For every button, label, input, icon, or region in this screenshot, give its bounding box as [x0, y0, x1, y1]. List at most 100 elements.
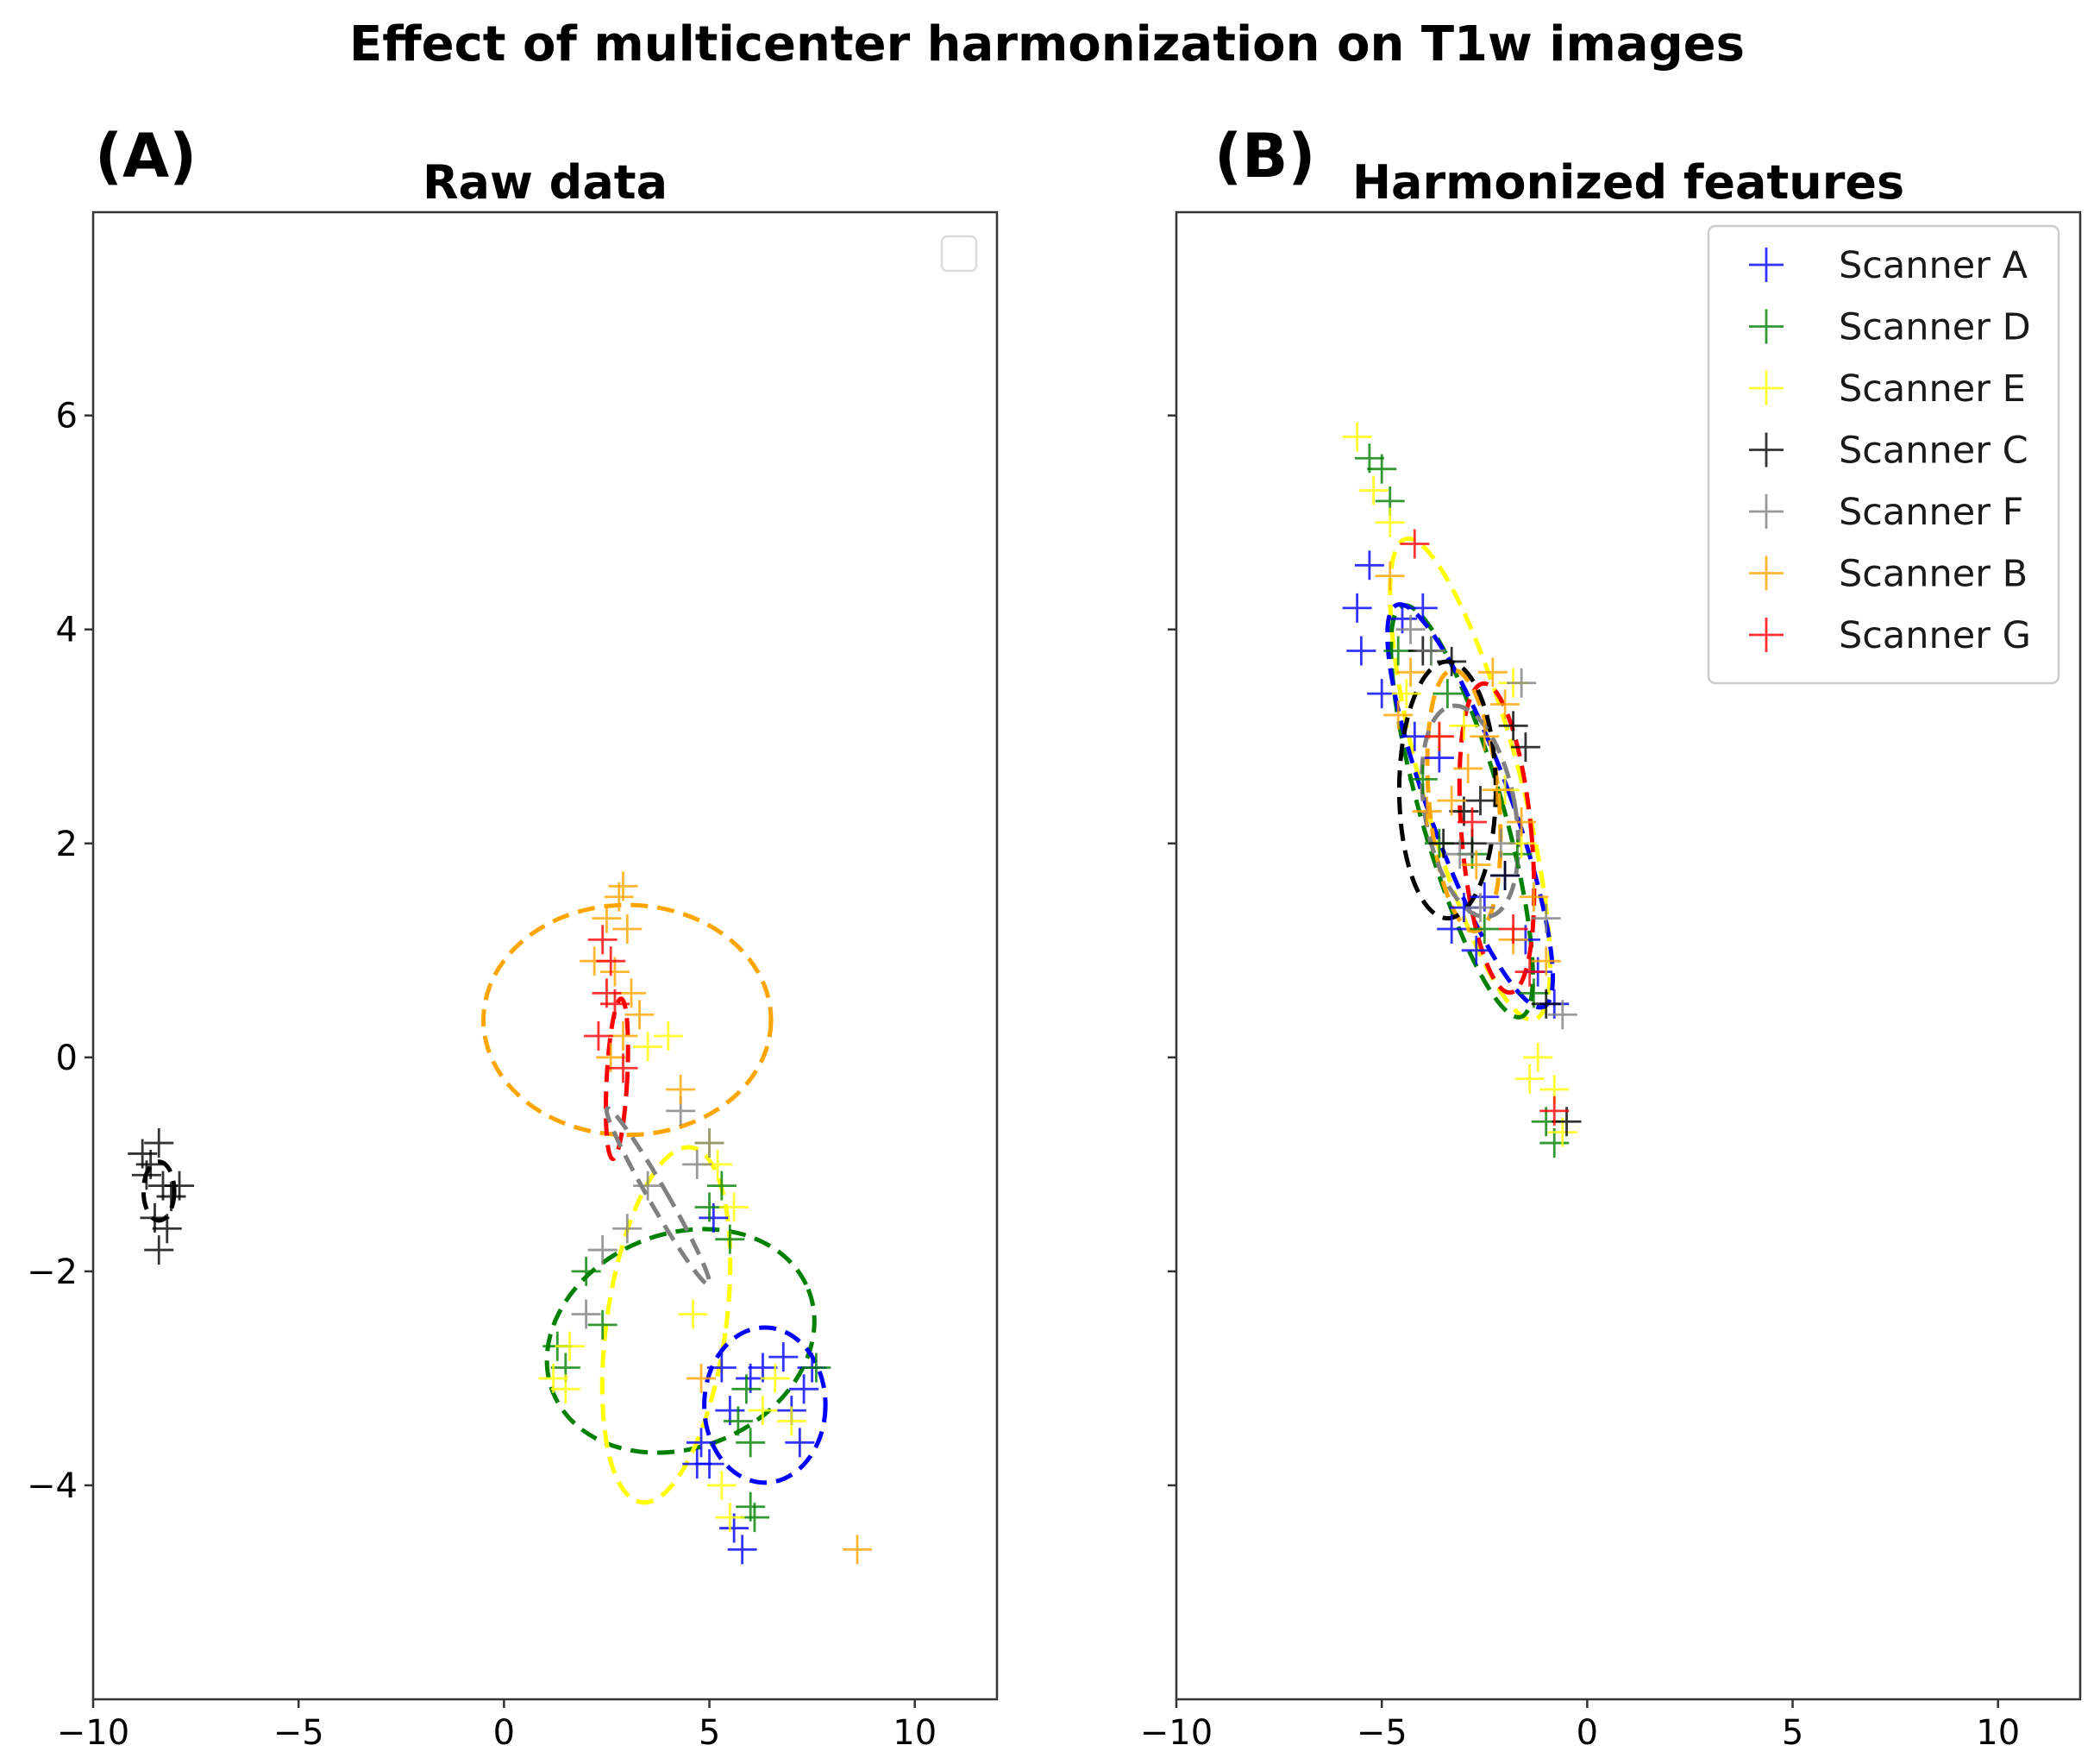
panel-b-marker-scanner-e — [1449, 711, 1479, 741]
panel-b-marker-scanner-b — [1490, 689, 1520, 719]
panel-a: (A) Raw data −10 −5 0 5 10 −4 −2 0 2 4 6 — [27, 121, 999, 1753]
panel-b-marker-scanner-a — [1354, 550, 1384, 581]
panel-a-marker-scanner-a — [785, 1428, 815, 1458]
panel-b-xtick-label: −10 — [1140, 1713, 1213, 1753]
panel-b-marker-scanner-a — [1367, 679, 1397, 709]
legend-label-scanner-c: Scanner C — [1839, 430, 2028, 473]
panel-a-marker-scanner-d — [587, 1309, 618, 1340]
panel-a-marker-scanner-e — [748, 1396, 778, 1426]
panel-b-marker-scanner-a — [1346, 636, 1376, 666]
legend: Scanner A Scanner D Scanner E Scanner C Scan… — [1707, 224, 2060, 685]
panel-a-marker-scanner-a — [727, 1535, 757, 1565]
legend-label-scanner-g: Scanner G — [1839, 614, 2031, 657]
panel-a-marker-scanner-c — [131, 1160, 161, 1190]
panel-b-marker-scanner-d — [1407, 764, 1438, 794]
panel-b-marker-scanner-c — [1498, 711, 1528, 741]
panel-a-marker-scanner-a — [706, 1353, 737, 1383]
panel-a-marker-scanner-a — [687, 1428, 717, 1458]
panel-b-marker-scanner-a — [1461, 935, 1491, 965]
panel-a-marker-scanner-f — [682, 1149, 712, 1179]
panel-a-marker-scanner-e — [715, 1503, 745, 1533]
panel-b-marker-scanner-c — [1490, 860, 1520, 890]
panel-b-marker-scanner-b — [1470, 721, 1500, 751]
panel-a-marker-scanner-f — [633, 1171, 663, 1201]
panel-b: (B) Harmonized features −10 −5 0 5 10 Scanne… — [1140, 121, 2082, 1753]
legend-marker-scanner-e — [1749, 371, 1784, 405]
panel-b-xtick-label: 0 — [1577, 1713, 1598, 1753]
figure-title: Effect of multicenter harmonization on T… — [349, 16, 1745, 72]
panel-a-marker-scanner-f — [694, 1128, 724, 1158]
panel-b-marker-scanner-d — [1470, 913, 1500, 944]
panel-a-ytick-label: 4 — [56, 611, 78, 650]
panel-a-marker-scanner-d — [739, 1503, 769, 1533]
panel-a-ellipse-scanner-b — [481, 902, 774, 1138]
panel-b-marker-scanner-b — [1507, 807, 1537, 837]
panel-a-marker-scanner-d — [736, 1428, 766, 1458]
legend-label-scanner-f: Scanner F — [1839, 491, 2023, 534]
panel-a-marker-scanner-d — [571, 1256, 601, 1286]
panel-a-marker-scanner-g — [583, 1021, 613, 1051]
panel-a-marker-scanner-b — [617, 978, 647, 1008]
panel-b-marker-scanner-b — [1477, 657, 1508, 687]
panel-b-marker-scanner-g — [1498, 913, 1528, 944]
panel-a-marker-scanner-d — [731, 1374, 762, 1404]
panel-a-xtick-label: 10 — [893, 1713, 937, 1753]
panel-a-marker-scanner-b — [624, 1000, 655, 1030]
legend-marker-scanner-f — [1749, 494, 1784, 529]
panel-a-xtick-label: −10 — [57, 1713, 129, 1753]
panel-b-marker-scanner-b — [1412, 796, 1442, 826]
panel-a-marker-scanner-c — [128, 1139, 158, 1169]
panel-a-ticks: −10 −5 0 5 10 −4 −2 0 2 4 6 — [27, 397, 937, 1753]
panel-b-marker-scanner-e — [1375, 507, 1405, 537]
panel-a-marker-scanner-c — [144, 1235, 174, 1265]
panel-b-marker-scanner-b — [1519, 882, 1549, 912]
panel-a-xtick-label: −5 — [273, 1713, 324, 1753]
panel-a-ytick-label: −2 — [27, 1252, 78, 1292]
legend-box — [1707, 224, 2060, 685]
panel-b-marker-scanner-f — [1547, 1000, 1577, 1030]
panel-b-plot-frame — [1175, 210, 2082, 1701]
panel-b-marker-scanner-b — [1461, 850, 1491, 880]
panel-b-marker-scanner-c — [1428, 828, 1458, 858]
panel-a-marker-scanner-e — [706, 1470, 737, 1500]
panel-a-marker-scanner-b — [608, 1021, 638, 1051]
legend-entries: Scanner A Scanner D Scanner E Scanner C Scan… — [1749, 244, 2031, 657]
panel-b-ellipse-scanner-f — [1420, 703, 1521, 920]
panel-a-xtick-label: 5 — [699, 1713, 720, 1753]
panel-a-marker-scanner-d — [694, 1192, 724, 1222]
panel-a-plot-frame — [91, 210, 999, 1701]
panel-a-marker-scanner-c — [152, 1214, 182, 1244]
panel-b-ellipse-scanner-a — [1385, 602, 1556, 1010]
panel-b-marker-scanner-a — [1342, 593, 1372, 623]
panel-a-marker-scanner-a — [682, 1449, 712, 1479]
panel-b-marker-scanner-e — [1391, 679, 1421, 709]
panel-a-marker-scanner-b — [592, 903, 622, 933]
panel-a-marker-scanner-f — [612, 1214, 643, 1244]
panel-a-marker-scanner-g — [587, 925, 618, 955]
panel-b-marker-scanner-b — [1395, 657, 1426, 687]
panel-a-title: Raw data — [423, 155, 668, 210]
panel-b-marker-scanner-f — [1465, 893, 1495, 923]
panel-b-marker-scanner-f — [1507, 668, 1537, 698]
panel-b-ellipses — [1385, 536, 1556, 1022]
panel-a-marker-scanner-g — [592, 978, 622, 1008]
panel-a-ellipse-scanner-f — [604, 1106, 712, 1287]
panel-b-marker-scanner-d — [1367, 454, 1397, 484]
panel-a-ellipse-scanner-c — [141, 1159, 177, 1223]
panel-a-empty-legend — [940, 235, 978, 273]
panel-b-marker-scanner-b — [1383, 700, 1414, 730]
panel-b-marker-scanner-b — [1453, 753, 1483, 783]
panel-a-marker-scanner-d — [706, 1171, 737, 1201]
panel-a-marker-scanner-d — [801, 1353, 831, 1383]
panel-a-marker-scanner-d — [723, 1406, 753, 1436]
panel-a-marker-scanner-e — [719, 1192, 749, 1222]
panel-b-marker-scanner-c — [1510, 732, 1540, 763]
panel-b-xtick-label: −5 — [1357, 1713, 1407, 1753]
panel-a-marker-scanner-g — [596, 946, 626, 976]
panel-a-marker-scanner-e — [550, 1374, 580, 1404]
panel-b-xtick-label: 10 — [1976, 1713, 2020, 1753]
panel-b-title: Harmonized features — [1352, 155, 1904, 210]
panel-a-ellipse-scanner-e — [599, 1145, 733, 1505]
panel-b-label: (B) — [1214, 121, 1315, 191]
panel-b-marker-scanner-g — [1539, 1095, 1570, 1126]
